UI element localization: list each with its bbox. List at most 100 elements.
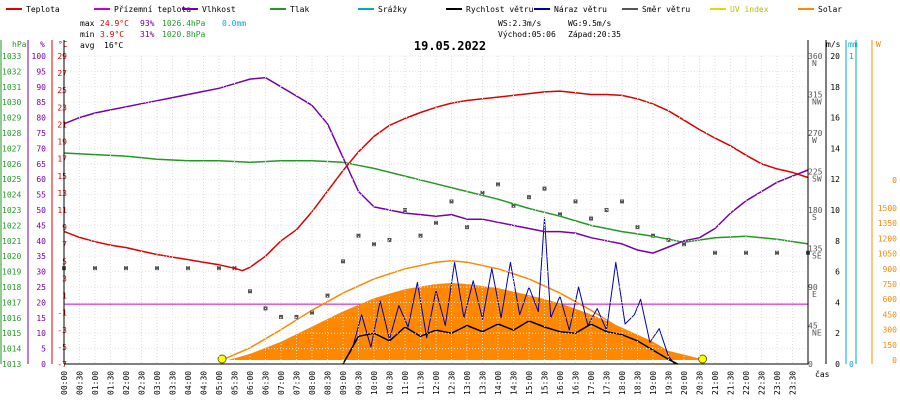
dir-letter-label: SW <box>812 175 822 184</box>
wind-gust-line <box>342 217 676 365</box>
wind-direction-point <box>294 314 299 319</box>
w-tick-label: 1350 <box>878 219 897 228</box>
legend-label: Tlak <box>290 5 309 14</box>
w-tick-label: 900 <box>883 265 898 274</box>
humidity-line <box>63 76 809 254</box>
w-tick-label: 150 <box>883 341 898 350</box>
dir-tick-label: 90 <box>808 283 818 292</box>
x-tick-label: 16:30 <box>572 371 581 395</box>
pct-tick-label: 85 <box>36 98 46 107</box>
axis-ms-label: m/s <box>826 40 841 49</box>
hpa-tick-label: 1017 <box>2 298 21 307</box>
axis-w-label: W <box>876 40 881 49</box>
wind-direction-point <box>93 266 97 271</box>
ms-tick-label: 20 <box>830 52 840 61</box>
degc-tick-label: 29 <box>57 52 67 61</box>
x-tick-label: 12:30 <box>448 371 457 395</box>
wind-direction-point <box>310 310 314 315</box>
x-tick-label: 16:00 <box>556 371 565 395</box>
x-tick-label: 23:00 <box>773 371 782 395</box>
wind-direction-point <box>744 250 748 255</box>
degc-tick-label: 17 <box>57 155 67 164</box>
wind-direction-point <box>372 242 376 247</box>
x-tick-label: 06:00 <box>246 371 255 395</box>
axis-pct-label: % <box>40 40 45 49</box>
x-tick-label: 04:30 <box>200 371 209 395</box>
w-tick-label: 0 <box>892 176 897 185</box>
degc-tick-label: 9 <box>62 223 67 232</box>
hpa-tick-label: 1018 <box>2 283 21 292</box>
x-tick-label: 14:30 <box>510 371 519 395</box>
stats-block: max 24.9°C 93% 1026.4hPa 0.0mm min 3.9°C… <box>80 19 621 50</box>
axis-hpa-label: hPa <box>12 40 27 49</box>
stats-min-temp: 3.9°C <box>100 30 124 39</box>
stats-min-label: min <box>80 30 95 39</box>
degc-tick-label: -3 <box>57 326 67 335</box>
x-tick-label: 00:00 <box>60 371 69 395</box>
legend-label: Náraz větru <box>554 5 607 14</box>
legend-label: Vlhkost <box>202 5 236 14</box>
hpa-tick-label: 1022 <box>2 221 21 230</box>
pct-tick-label: 90 <box>36 83 46 92</box>
sun-marker <box>698 354 708 364</box>
wind-direction-point <box>341 259 345 264</box>
dir-tick-label: 360 <box>808 52 823 61</box>
x-tick-label: 14:00 <box>494 371 503 395</box>
legend-label: Přízemní teplota <box>114 5 191 14</box>
axes-group: 00:00 00:30 01:00 01:30 02:00 02:30 03:00 03:30… <box>0 40 898 395</box>
dir-letter-label: NE <box>812 329 822 338</box>
degc-tick-label: 13 <box>57 189 67 198</box>
pct-tick-label: 100 <box>32 52 47 61</box>
ms-tick-label: 8 <box>835 237 840 246</box>
degc-tick-label: 19 <box>57 138 67 147</box>
dir-tick-label: 225 <box>808 168 823 177</box>
x-tick-label: 06:30 <box>262 371 271 395</box>
x-tick-label: 20:00 <box>680 371 689 395</box>
wind-direction-point <box>449 199 454 204</box>
x-tick-label: 11:00 <box>401 371 410 395</box>
x-tick-label: 04:00 <box>184 371 193 395</box>
x-tick-label: 20:30 <box>696 371 705 395</box>
ms-tick-label: 4 <box>835 298 840 307</box>
x-tick-label: 19:00 <box>649 371 658 395</box>
ms-tick-label: 14 <box>830 144 840 153</box>
wind-direction-point <box>620 199 624 204</box>
x-tick-label: 13:30 <box>479 371 488 395</box>
hpa-tick-label: 1020 <box>2 252 21 261</box>
info-ws: WS:2.3m/s <box>498 19 542 28</box>
w-tick-label: 600 <box>883 295 898 304</box>
solar-area <box>228 283 700 360</box>
dir-letter-label: S <box>812 213 817 222</box>
wind-direction-point <box>279 314 283 319</box>
stats-max-press: 1026.4hPa <box>162 19 206 28</box>
pct-tick-label: 80 <box>36 114 46 123</box>
pct-tick-label: 10 <box>36 329 46 338</box>
sun-marker <box>217 354 227 364</box>
x-tick-label: 19:30 <box>665 371 674 395</box>
pct-tick-label: 5 <box>41 345 46 354</box>
x-tick-label: 17:00 <box>587 371 596 395</box>
legend: Teplota Přízemní teplota Vlhkost Tlak Srážky… <box>6 5 842 14</box>
ms-tick-label: 16 <box>830 114 840 123</box>
ms-tick-label: 6 <box>835 268 840 277</box>
hpa-tick-label: 1013 <box>2 360 21 369</box>
wind-direction-point <box>325 293 330 298</box>
hpa-tick-label: 1031 <box>2 83 21 92</box>
pct-tick-label: 70 <box>36 144 46 153</box>
hpa-tick-label: 1029 <box>2 114 21 123</box>
w-tick-label: 1050 <box>878 250 897 259</box>
x-tick-label: 10:30 <box>386 371 395 395</box>
ms-tick-label: 2 <box>835 329 840 338</box>
x-tick-label: 05:00 <box>215 371 224 395</box>
degc-tick-label: -1 <box>57 309 67 318</box>
stats-max-rain: 0.0mm <box>222 19 246 28</box>
hpa-tick-label: 1032 <box>2 67 21 76</box>
pct-tick-label: 75 <box>36 129 46 138</box>
ms-tick-label: 18 <box>830 83 840 92</box>
x-tick-label: 02:30 <box>138 371 147 395</box>
info-wg: WG:9.5m/s <box>568 19 612 28</box>
pct-tick-label: 0 <box>41 360 46 369</box>
wind-direction-point <box>511 203 516 208</box>
dir-tick-label: 270 <box>808 129 823 138</box>
hpa-tick-label: 1015 <box>2 329 21 338</box>
